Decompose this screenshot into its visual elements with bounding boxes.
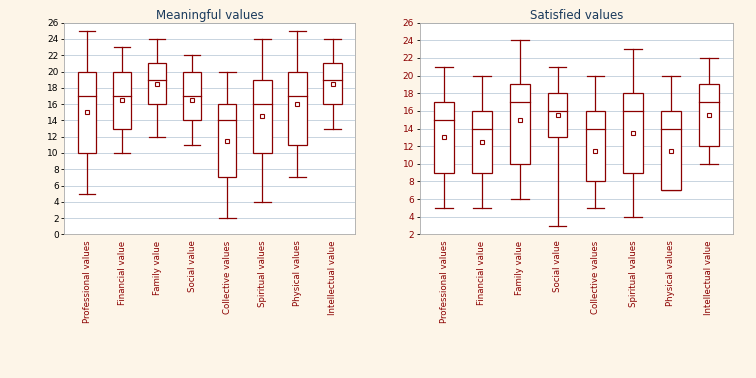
Bar (218, 104, 237, 177)
Title: Meaningful values: Meaningful values (156, 9, 264, 22)
Bar (547, 93, 567, 137)
Bar (288, 71, 307, 145)
Bar (78, 71, 96, 153)
Bar (623, 93, 643, 173)
Bar (253, 80, 271, 153)
Bar (510, 84, 529, 164)
Bar (183, 71, 201, 120)
Bar (472, 111, 491, 173)
Title: Satisfied values: Satisfied values (530, 9, 623, 22)
Bar (148, 64, 166, 104)
Bar (434, 102, 454, 173)
Bar (661, 111, 680, 190)
Bar (585, 111, 605, 181)
Bar (113, 71, 132, 129)
Bar (324, 64, 342, 104)
Bar (699, 84, 718, 146)
